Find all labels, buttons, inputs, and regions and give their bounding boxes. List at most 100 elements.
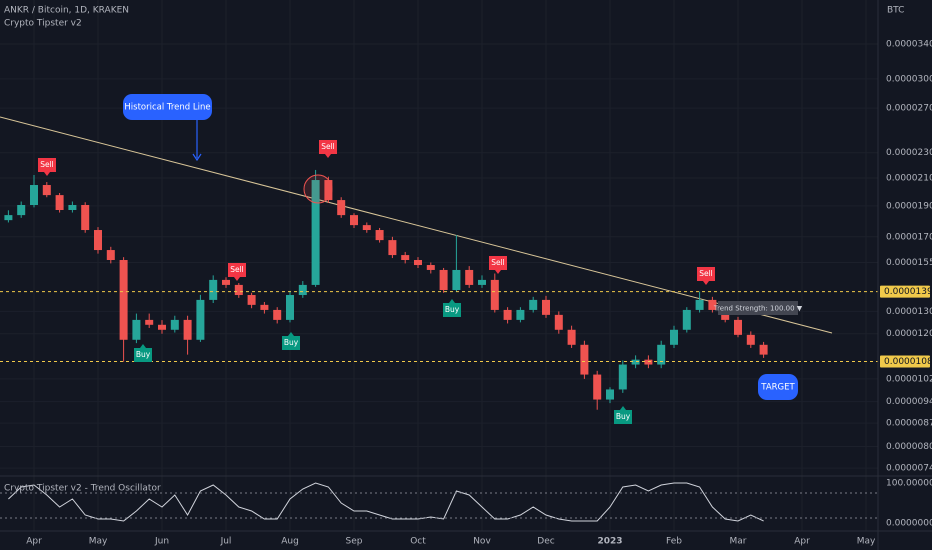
candle-body bbox=[145, 319, 154, 325]
axis-unit: BTC bbox=[887, 6, 904, 16]
trend-line bbox=[0, 116, 833, 334]
x-tick-label: May bbox=[89, 537, 108, 547]
candle-body bbox=[68, 204, 77, 211]
candle-body bbox=[17, 204, 26, 216]
candle-body bbox=[465, 269, 474, 285]
x-tick-label: Oct bbox=[410, 537, 426, 547]
x-tick-label: Feb bbox=[666, 537, 682, 547]
x-tick-label: Apr bbox=[26, 537, 42, 547]
buy-tag bbox=[614, 406, 632, 424]
buy-tag bbox=[443, 299, 461, 317]
candle-body bbox=[746, 334, 755, 345]
candle-body bbox=[375, 230, 384, 241]
candle-body bbox=[618, 364, 627, 390]
candle-body bbox=[452, 269, 461, 291]
buy-label: Buy bbox=[445, 305, 460, 314]
sell-tag bbox=[228, 263, 246, 281]
oscillator-line bbox=[8, 482, 764, 522]
candle-body bbox=[657, 344, 666, 365]
candle-body bbox=[593, 374, 602, 400]
sell-tag bbox=[38, 158, 56, 176]
plot bbox=[0, 169, 878, 522]
candle-body bbox=[567, 329, 576, 345]
candle-body bbox=[670, 329, 678, 345]
target-text: TARGET bbox=[760, 383, 795, 393]
candle-body bbox=[529, 299, 538, 310]
sell-label: Sell bbox=[321, 142, 335, 151]
sell-label: Sell bbox=[40, 160, 54, 169]
sell-tag bbox=[489, 256, 507, 274]
callout-arrow-head bbox=[192, 153, 202, 162]
candle-body bbox=[286, 295, 294, 320]
candle-body bbox=[273, 309, 282, 320]
candle-body bbox=[183, 319, 192, 340]
sell-label: Sell bbox=[491, 258, 505, 267]
candle-body bbox=[209, 279, 218, 300]
level-label: 0.00001086 bbox=[884, 357, 932, 367]
candle-body bbox=[350, 215, 358, 226]
callout-bubble bbox=[123, 94, 212, 120]
sell-label: Sell bbox=[699, 269, 713, 278]
candle-body bbox=[298, 284, 307, 296]
strength-text: Trend Strength: 100.00 ▼ bbox=[713, 305, 803, 313]
oscillator-title: Crypto Tipster v2 - Trend Oscillator bbox=[4, 484, 161, 494]
osc-tick-label: 100.00000000 bbox=[886, 479, 932, 489]
candle-body bbox=[554, 314, 563, 330]
candle-body bbox=[81, 204, 90, 231]
x-tick-label: May bbox=[857, 537, 876, 547]
candle-body bbox=[414, 260, 422, 266]
x-tick-label: Nov bbox=[473, 537, 491, 547]
buy-tag bbox=[134, 344, 152, 362]
candle-body bbox=[324, 180, 333, 201]
level-label: 0.00001396 bbox=[884, 287, 932, 297]
sell-label: Sell bbox=[230, 265, 244, 274]
candle-body bbox=[55, 195, 64, 211]
x-tick-label: Jun bbox=[154, 537, 169, 547]
callout-text: Historical Trend Line bbox=[124, 103, 210, 113]
candle-body bbox=[478, 279, 486, 285]
buy-label: Buy bbox=[136, 350, 151, 359]
candle-body bbox=[682, 309, 691, 330]
strength-box bbox=[718, 301, 798, 315]
candle-body bbox=[490, 279, 499, 310]
candle-body bbox=[695, 299, 704, 310]
candle-body bbox=[170, 319, 179, 330]
candle-body bbox=[234, 284, 243, 296]
candle-body bbox=[401, 255, 410, 261]
candle-body bbox=[362, 225, 371, 231]
candle-body bbox=[311, 180, 320, 285]
candle-body bbox=[106, 250, 115, 261]
level-tag bbox=[880, 355, 930, 368]
candle-body bbox=[644, 359, 653, 365]
candle-body bbox=[4, 215, 13, 221]
candle-body bbox=[631, 359, 640, 365]
candle-body bbox=[94, 230, 102, 251]
buy-label: Buy bbox=[616, 412, 631, 421]
candle-body bbox=[42, 185, 51, 196]
candle-body bbox=[606, 389, 614, 400]
candle-body bbox=[388, 240, 397, 256]
candle-body bbox=[222, 279, 230, 285]
candle-body bbox=[158, 324, 166, 330]
candle-body bbox=[439, 269, 448, 291]
candle-body bbox=[119, 260, 128, 340]
x-tick-label: 2023 bbox=[597, 537, 622, 547]
sell-tag bbox=[319, 140, 337, 158]
symbol-title: ANKR / Bitcoin, 1D, KRAKEN bbox=[4, 6, 129, 16]
buy-tag bbox=[282, 332, 300, 350]
x-tick-label: Sep bbox=[346, 537, 363, 547]
level-tag bbox=[880, 285, 930, 298]
